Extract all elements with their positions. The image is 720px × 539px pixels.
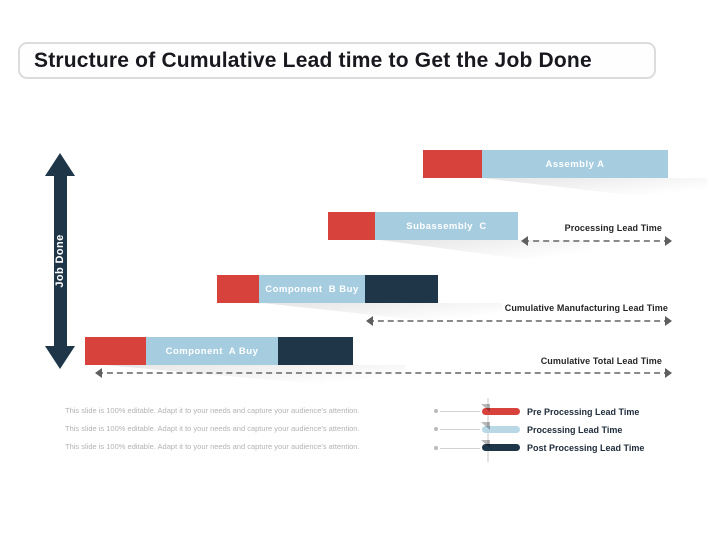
bar-assembly-a-pre-segment [423, 150, 482, 178]
bar-component-a-processing-segment: Component A Buy [146, 337, 278, 365]
bar-component-b-processing-segment: Component B Buy [259, 275, 365, 303]
job-axis-arrowhead-down-icon [45, 346, 75, 369]
bar-assembly-a-processing-segment: Assembly A [482, 150, 668, 178]
footnote-text: This slide is 100% editable. Adapt it to… [65, 442, 360, 451]
connector-line [440, 411, 480, 412]
timeline-arrow-processing [521, 236, 672, 246]
bar-component-b-post-segment [365, 275, 438, 303]
timeline-label-cumulative-total: Cumulative Total Lead Time [540, 356, 662, 366]
timeline-label-cumulative-manufacturing: Cumulative Manufacturing Lead Time [504, 303, 668, 313]
footnote-text: This slide is 100% editable. Adapt it to… [65, 424, 360, 433]
shadow-swoosh [380, 240, 590, 268]
bar-label: Assembly A [545, 158, 605, 170]
connector-line [440, 448, 480, 449]
legend-swatch-pre-processing [481, 404, 520, 415]
shadow-swoosh [482, 178, 707, 204]
footnote-text: This slide is 100% editable. Adapt it to… [65, 406, 360, 415]
bar-component-a-pre-segment [85, 337, 146, 365]
shadow-swoosh [105, 365, 405, 392]
connector-dot [434, 427, 438, 431]
page-title: Structure of Cumulative Lead time to Get… [34, 48, 592, 72]
title-box: Structure of Cumulative Lead time to Get… [18, 42, 656, 79]
timeline-label-processing: Processing Lead Time [564, 223, 662, 233]
legend-swatch-post-processing [481, 440, 520, 451]
bar-label: Subassembly C [406, 220, 487, 232]
legend-swatch-processing [481, 422, 520, 433]
connector-dot [434, 446, 438, 450]
timeline-arrow-cumulative-total [95, 368, 672, 378]
job-axis-label: Job Done [54, 234, 66, 288]
legend-label-post-processing: Post Processing Lead Time [527, 443, 645, 453]
connector-dot [434, 409, 438, 413]
bar-label: Component B Buy [265, 283, 359, 295]
job-axis-shaft [54, 174, 67, 348]
bar-subassembly-c-processing-segment: Subassembly C [375, 212, 518, 240]
bar-component-b-pre-segment [217, 275, 259, 303]
bar-subassembly-c-pre-segment [328, 212, 375, 240]
timeline-arrow-cumulative-manufacturing [366, 316, 672, 326]
job-axis-arrowhead-up-icon [45, 153, 75, 176]
shadow-swoosh [262, 303, 502, 329]
legend-label-pre-processing: Pre Processing Lead Time [527, 407, 640, 417]
bar-component-a-post-segment [278, 337, 353, 365]
connector-line [440, 429, 480, 430]
bar-label: Component A Buy [165, 345, 259, 357]
legend-label-processing: Processing Lead Time [527, 425, 623, 435]
